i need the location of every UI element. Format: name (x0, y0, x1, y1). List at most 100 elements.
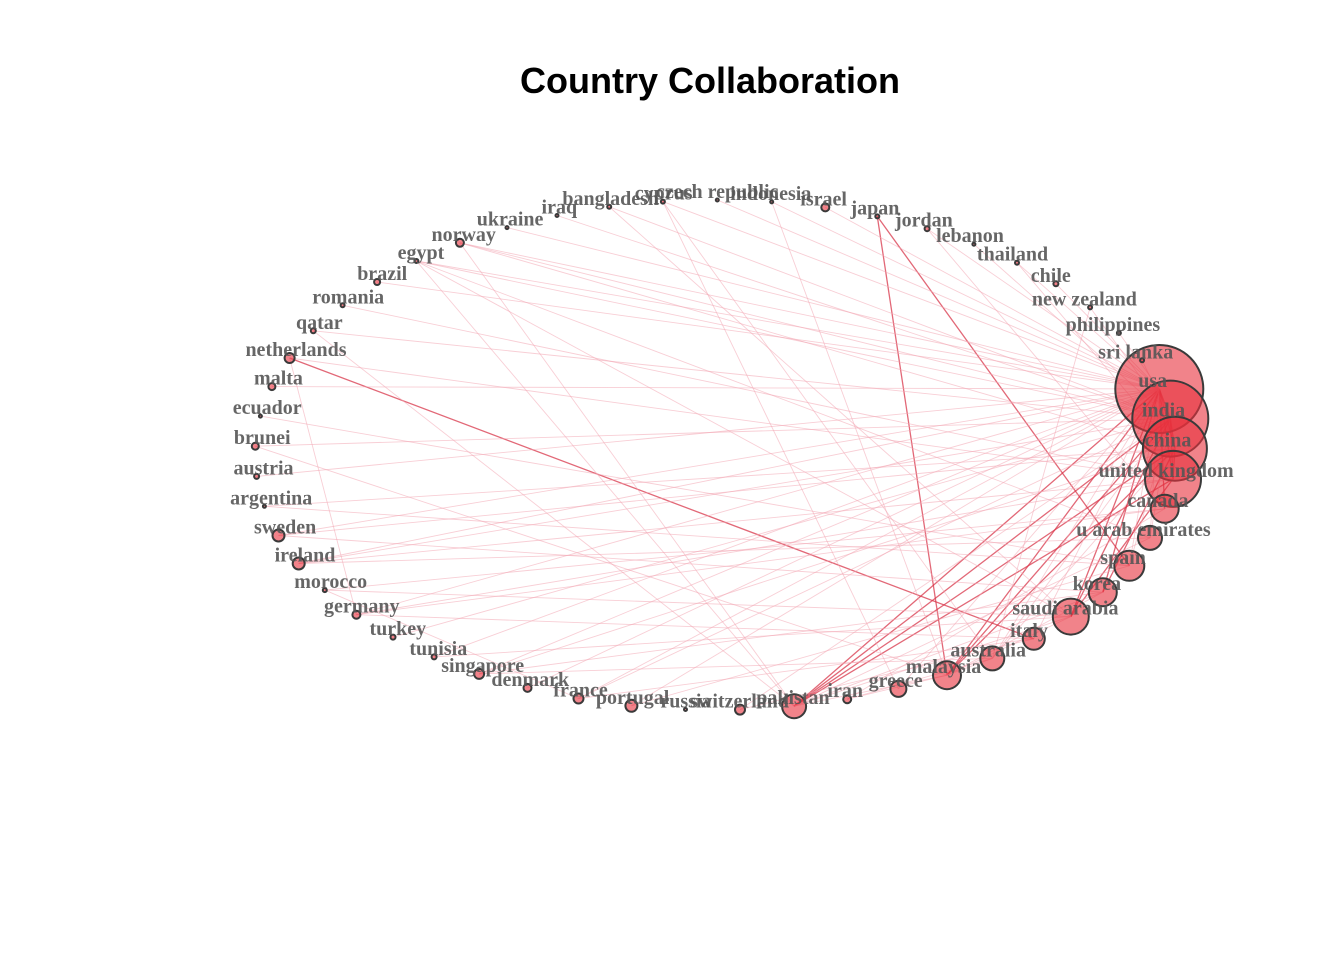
node-label-ukraine: ukraine (477, 209, 544, 231)
node-morocco (321, 587, 328, 594)
node-netherlands (283, 352, 296, 364)
edge-australia-singapore (479, 657, 993, 675)
node-label-united_kingdom: united kingdom (1099, 460, 1234, 482)
node-france (572, 692, 585, 705)
node-label-uae: u arab emirates (1076, 519, 1211, 541)
node-portugal (624, 698, 639, 713)
node-tunisia (430, 653, 438, 661)
edge-usa-greece (898, 388, 1160, 690)
edge-usa-pakistan (793, 388, 1160, 707)
edge-korea-pakistan (793, 591, 1103, 707)
node-ecuador (257, 413, 263, 419)
edge-saudi_arabia-tunisia (434, 616, 1071, 658)
edge-usa-ireland (298, 388, 1160, 564)
edge-pakistan-egypt (416, 260, 795, 707)
node-argentina (261, 503, 267, 509)
node-label-jordan: jordan (894, 210, 953, 232)
node-label-iraq: iraq (542, 197, 578, 219)
node-label-portugal: portugal (596, 687, 670, 709)
node-label-malaysia: malaysia (906, 656, 982, 678)
node-label-philippines: philippines (1066, 314, 1161, 336)
node-pakistan (781, 693, 808, 720)
edge-spain-japan (876, 216, 1130, 567)
edge-india-pakistan (793, 418, 1171, 707)
node-label-brazil: brazil (357, 263, 407, 285)
node-label-turkey: turkey (369, 618, 426, 640)
node-sweden (271, 528, 286, 543)
node-label-italy: italy (1010, 620, 1048, 642)
edge-usa-indonesia (771, 201, 1160, 390)
edge-canada-morocco (324, 508, 1165, 591)
edge-italy-germany (356, 614, 1034, 640)
node-lebanon (971, 241, 977, 247)
edge-united_kingdom-netherlands (289, 357, 1174, 480)
edge-korea-singapore (479, 591, 1103, 675)
node-label-netherlands: netherlands (245, 339, 346, 361)
edge-china-pakistan (793, 448, 1176, 707)
node-korea (1087, 577, 1118, 608)
node-label-israel: israel (800, 188, 847, 210)
node-germany (351, 609, 362, 620)
edge-saudi_arabia-morocco (324, 589, 1071, 618)
node-label-spain: spain (1100, 547, 1146, 569)
node-bangladesh (606, 203, 613, 210)
node-label-china: china (1145, 430, 1192, 452)
edge-usa-denmark (527, 388, 1160, 689)
edge-canada-germany (356, 508, 1165, 616)
edge-india-australia (991, 418, 1171, 659)
edge-spain-portugal (631, 565, 1130, 707)
node-qatar (309, 327, 317, 335)
node-israel (820, 202, 831, 213)
edge-usa-czech_republic (717, 199, 1160, 390)
node-label-qatar: qatar (296, 312, 343, 334)
node-label-australia: australia (950, 639, 1026, 661)
node-czech_republic (714, 197, 720, 203)
node-malaysia (932, 660, 962, 691)
edge-india-qatar (313, 330, 1171, 420)
node-label-egypt: egypt (398, 242, 445, 264)
edge-pakistan-norway (459, 242, 795, 707)
edge-saudi_arabia-bangladesh (608, 206, 1072, 617)
edge-usa-malta (271, 386, 1160, 390)
node-thailand (1014, 259, 1020, 266)
edge-spain-argentina (264, 505, 1130, 567)
node-australia (979, 645, 1006, 672)
edge-india-norway (459, 242, 1171, 420)
node-austria (253, 472, 261, 480)
node-label-romania: romania (312, 286, 384, 308)
node-label-pakistan: pakistan (756, 687, 829, 709)
edge-canada-jordan (926, 228, 1166, 510)
edge-uae-egypt (416, 260, 1151, 539)
node-canada (1149, 493, 1180, 524)
edge-usa-portugal (631, 388, 1160, 707)
edge-malaysia-brunei (255, 445, 948, 676)
edge-layer (255, 199, 1176, 711)
chart-title: Country Collaboration (520, 60, 900, 101)
node-label-iran: iran (827, 680, 863, 702)
node-uae (1137, 524, 1163, 551)
edge-canada-iran (846, 508, 1165, 700)
node-label-singapore: singapore (441, 655, 524, 677)
edge-china-singapore (478, 448, 1176, 675)
edge-india-turkey (392, 418, 1171, 638)
node-sri_lanka (1139, 357, 1146, 364)
node-label-tunisia: tunisia (409, 638, 467, 660)
node-label-lebanon: lebanon (936, 225, 1004, 247)
node-iraq (554, 213, 560, 218)
node-label-japan: japan (849, 197, 899, 219)
edge-spain-ecuador (260, 415, 1130, 567)
edge-usa-ukraine (506, 227, 1160, 390)
edge-malaysia-japan (876, 216, 948, 676)
edge-united_kingdom-pakistan (793, 478, 1174, 707)
node-label-india: india (1142, 400, 1185, 422)
node-turkey (389, 633, 397, 641)
node-norway (454, 237, 465, 248)
edge-malaysia-indonesia (771, 201, 948, 676)
node-label-russia: russia (660, 691, 711, 713)
edge-saudi_arabia-egypt (416, 260, 1072, 617)
node-greece (889, 679, 908, 698)
node-label-new_zealand: new zealand (1032, 288, 1137, 310)
node-spain (1113, 549, 1146, 582)
edge-india-egypt (416, 260, 1171, 420)
